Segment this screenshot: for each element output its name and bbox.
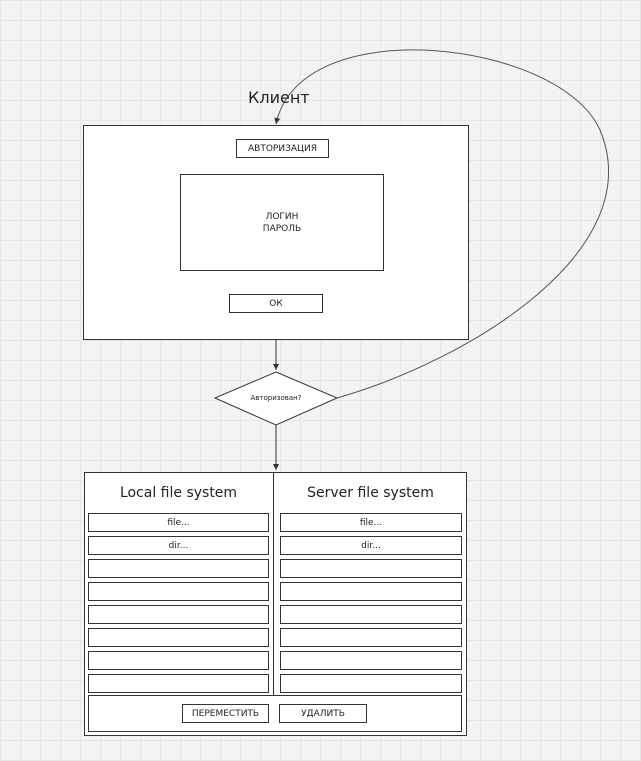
- ok-button[interactable]: ОК: [229, 294, 323, 313]
- server-file-row[interactable]: [280, 582, 462, 601]
- local-file-row[interactable]: [88, 674, 269, 693]
- server-file-row[interactable]: [280, 651, 462, 670]
- server-file-row[interactable]: file...: [280, 513, 462, 532]
- client-title: Клиент: [248, 88, 310, 107]
- local-file-row[interactable]: file...: [88, 513, 269, 532]
- server-fs-title: Server file system: [307, 485, 434, 501]
- server-file-row[interactable]: dir...: [280, 536, 462, 555]
- local-file-row[interactable]: [88, 651, 269, 670]
- retry-loop-arrow: [274, 49, 609, 399]
- local-file-row[interactable]: [88, 628, 269, 647]
- server-file-row[interactable]: [280, 674, 462, 693]
- auth-button[interactable]: АВТОРИЗАЦИЯ: [236, 139, 329, 158]
- decision-label: Авторизован?: [250, 394, 302, 402]
- actions-bar: [88, 695, 462, 732]
- move-button[interactable]: ПЕРЕМЕСТИТЬ: [182, 704, 269, 723]
- credentials-panel: ЛОГИН ПАРОЛЬ: [180, 174, 384, 271]
- server-file-row[interactable]: [280, 628, 462, 647]
- decision-diamond: [213, 371, 339, 426]
- local-file-row[interactable]: [88, 605, 269, 624]
- local-file-row[interactable]: [88, 582, 269, 601]
- local-file-row[interactable]: [88, 559, 269, 578]
- server-file-row[interactable]: [280, 605, 462, 624]
- file-manager-divider: [273, 472, 274, 695]
- password-label: ПАРОЛЬ: [262, 223, 302, 234]
- server-file-row[interactable]: [280, 559, 462, 578]
- local-fs-title: Local file system: [119, 485, 238, 501]
- login-label: ЛОГИН: [265, 211, 299, 222]
- delete-button[interactable]: УДАЛИТЬ: [279, 704, 367, 723]
- local-file-row[interactable]: dir...: [88, 536, 269, 555]
